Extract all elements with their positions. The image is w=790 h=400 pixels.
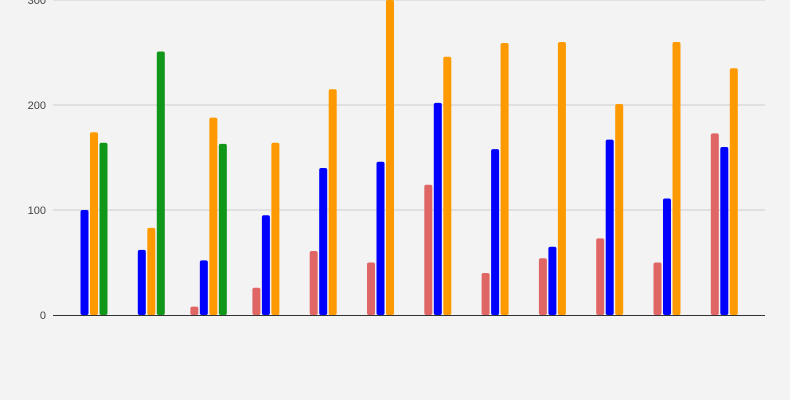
bar-s2-group-2[interactable] [137, 249, 146, 315]
bar-s4-group-3[interactable] [218, 143, 227, 315]
bar-s3-group-1[interactable] [90, 132, 98, 315]
bar-s1-group-12[interactable] [710, 133, 719, 315]
bar-s4-group-1[interactable] [99, 142, 108, 315]
gridlines [53, 0, 765, 211]
bar-s2-group-12[interactable] [720, 147, 729, 315]
bar-s3-group-5[interactable] [328, 89, 337, 315]
bar-s2-group-8[interactable] [491, 149, 500, 315]
bar-s3-group-2[interactable] [147, 227, 156, 315]
bar-s2-group-10[interactable] [605, 139, 614, 315]
bar-s3-group-8[interactable] [500, 43, 509, 316]
bar-s2-group-7[interactable] [433, 102, 442, 316]
y-tick-label-200: 200 [28, 100, 46, 112]
bar-s3-group-10[interactable] [615, 103, 624, 315]
bar-s4-group-2[interactable] [156, 51, 165, 315]
bars [80, 0, 738, 316]
bar-s2-group-6[interactable] [376, 161, 385, 315]
bar-s3-group-3[interactable] [209, 117, 218, 315]
bar-s1-group-6[interactable] [367, 262, 375, 316]
bar-s1-group-9[interactable] [538, 258, 547, 315]
bar-s3-group-7[interactable] [443, 56, 452, 315]
bar-s1-group-8[interactable] [481, 273, 490, 315]
bar-s2-group-9[interactable] [548, 246, 557, 315]
bar-s1-group-10[interactable] [596, 238, 605, 315]
y-tick-label-100: 100 [28, 205, 46, 217]
bar-s2-group-1[interactable] [80, 210, 89, 315]
bar-s1-group-3[interactable] [190, 306, 199, 315]
y-axis-tick-labels: 0 100 200 300 [28, 0, 46, 322]
y-tick-label-0: 0 [40, 310, 46, 322]
bar-s3-group-12[interactable] [729, 68, 738, 315]
bar-s3-group-11[interactable] [672, 42, 681, 315]
bar-s3-group-6[interactable] [386, 0, 394, 315]
bar-s3-group-4[interactable] [271, 142, 280, 315]
bar-s1-group-11[interactable] [653, 262, 662, 316]
bar-s2-group-4[interactable] [261, 215, 270, 315]
bar-s1-group-5[interactable] [309, 250, 318, 315]
bar-s3-group-9[interactable] [557, 42, 566, 315]
bar-s2-group-5[interactable] [319, 168, 328, 315]
bar-s1-group-4[interactable] [252, 287, 261, 315]
bar-s1-group-7[interactable] [424, 184, 433, 315]
bar-s2-group-11[interactable] [663, 198, 671, 315]
bar-s2-group-3[interactable] [199, 260, 208, 315]
y-tick-label-300: 300 [28, 0, 46, 7]
